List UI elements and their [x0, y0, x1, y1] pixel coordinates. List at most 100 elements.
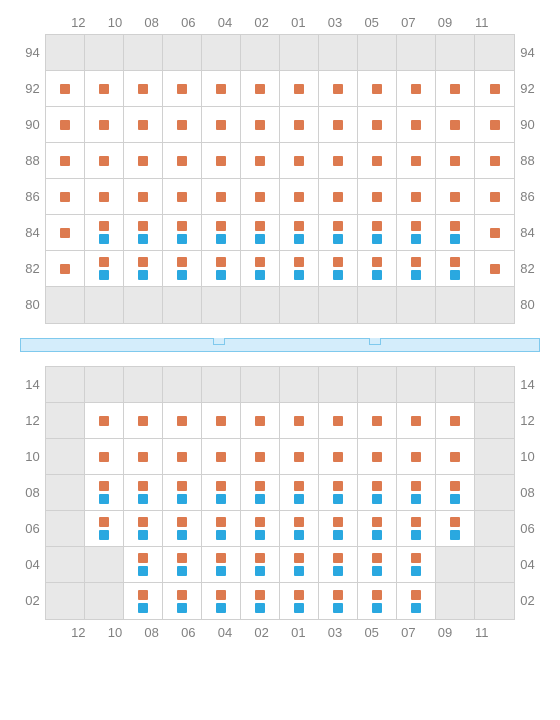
cell-seat[interactable]: [280, 583, 319, 619]
cell-seat[interactable]: [202, 475, 241, 510]
cell-seat[interactable]: [163, 547, 202, 582]
cell-seat[interactable]: [358, 251, 397, 286]
cell-seat[interactable]: [85, 179, 124, 214]
cell-seat[interactable]: [241, 107, 280, 142]
cell-seat[interactable]: [397, 215, 436, 250]
cell-seat[interactable]: [85, 71, 124, 106]
cell-seat[interactable]: [358, 403, 397, 438]
cell-seat[interactable]: [475, 71, 514, 106]
cell-seat[interactable]: [85, 475, 124, 510]
cell-seat[interactable]: [280, 403, 319, 438]
cell-seat[interactable]: [163, 71, 202, 106]
cell-seat[interactable]: [358, 71, 397, 106]
cell-seat[interactable]: [163, 439, 202, 474]
cell-seat[interactable]: [397, 439, 436, 474]
cell-seat[interactable]: [397, 475, 436, 510]
cell-seat[interactable]: [163, 511, 202, 546]
cell-seat[interactable]: [85, 511, 124, 546]
cell-seat[interactable]: [436, 215, 475, 250]
cell-seat[interactable]: [280, 143, 319, 178]
cell-seat[interactable]: [280, 107, 319, 142]
cell-seat[interactable]: [280, 251, 319, 286]
cell-seat[interactable]: [124, 251, 163, 286]
cell-seat[interactable]: [358, 179, 397, 214]
cell-seat[interactable]: [124, 511, 163, 546]
cell-seat[interactable]: [280, 215, 319, 250]
cell-seat[interactable]: [202, 251, 241, 286]
cell-seat[interactable]: [124, 71, 163, 106]
cell-seat[interactable]: [436, 179, 475, 214]
cell-seat[interactable]: [46, 107, 85, 142]
cell-seat[interactable]: [241, 251, 280, 286]
cell-seat[interactable]: [475, 143, 514, 178]
cell-seat[interactable]: [241, 583, 280, 619]
cell-seat[interactable]: [397, 143, 436, 178]
cell-seat[interactable]: [475, 179, 514, 214]
cell-seat[interactable]: [319, 583, 358, 619]
cell-seat[interactable]: [163, 215, 202, 250]
cell-seat[interactable]: [202, 179, 241, 214]
cell-seat[interactable]: [85, 439, 124, 474]
cell-seat[interactable]: [163, 403, 202, 438]
cell-seat[interactable]: [124, 215, 163, 250]
cell-seat[interactable]: [319, 215, 358, 250]
cell-seat[interactable]: [124, 403, 163, 438]
cell-seat[interactable]: [85, 107, 124, 142]
cell-seat[interactable]: [475, 215, 514, 250]
cell-seat[interactable]: [124, 547, 163, 582]
cell-seat[interactable]: [319, 439, 358, 474]
cell-seat[interactable]: [124, 475, 163, 510]
cell-seat[interactable]: [319, 511, 358, 546]
cell-seat[interactable]: [241, 215, 280, 250]
cell-seat[interactable]: [436, 143, 475, 178]
cell-seat[interactable]: [163, 107, 202, 142]
cell-seat[interactable]: [241, 475, 280, 510]
cell-seat[interactable]: [241, 143, 280, 178]
cell-seat[interactable]: [280, 511, 319, 546]
cell-seat[interactable]: [241, 547, 280, 582]
cell-seat[interactable]: [202, 403, 241, 438]
cell-seat[interactable]: [241, 439, 280, 474]
cell-seat[interactable]: [280, 71, 319, 106]
cell-seat[interactable]: [202, 547, 241, 582]
cell-seat[interactable]: [319, 547, 358, 582]
cell-seat[interactable]: [124, 107, 163, 142]
cell-seat[interactable]: [85, 215, 124, 250]
cell-seat[interactable]: [319, 475, 358, 510]
cell-seat[interactable]: [397, 403, 436, 438]
cell-seat[interactable]: [358, 215, 397, 250]
cell-seat[interactable]: [124, 439, 163, 474]
cell-seat[interactable]: [358, 107, 397, 142]
cell-seat[interactable]: [163, 251, 202, 286]
cell-seat[interactable]: [46, 251, 85, 286]
cell-seat[interactable]: [163, 179, 202, 214]
cell-seat[interactable]: [358, 439, 397, 474]
cell-seat[interactable]: [241, 179, 280, 214]
cell-seat[interactable]: [85, 143, 124, 178]
cell-seat[interactable]: [319, 143, 358, 178]
cell-seat[interactable]: [163, 583, 202, 619]
cell-seat[interactable]: [280, 547, 319, 582]
cell-seat[interactable]: [124, 583, 163, 619]
cell-seat[interactable]: [358, 511, 397, 546]
cell-seat[interactable]: [46, 179, 85, 214]
cell-seat[interactable]: [397, 583, 436, 619]
cell-seat[interactable]: [397, 107, 436, 142]
cell-seat[interactable]: [280, 179, 319, 214]
cell-seat[interactable]: [280, 475, 319, 510]
cell-seat[interactable]: [358, 475, 397, 510]
cell-seat[interactable]: [397, 179, 436, 214]
cell-seat[interactable]: [397, 511, 436, 546]
cell-seat[interactable]: [475, 107, 514, 142]
cell-seat[interactable]: [46, 71, 85, 106]
cell-seat[interactable]: [319, 403, 358, 438]
cell-seat[interactable]: [319, 107, 358, 142]
cell-seat[interactable]: [436, 251, 475, 286]
cell-seat[interactable]: [202, 143, 241, 178]
cell-seat[interactable]: [85, 403, 124, 438]
cell-seat[interactable]: [319, 179, 358, 214]
cell-seat[interactable]: [397, 251, 436, 286]
cell-seat[interactable]: [202, 583, 241, 619]
cell-seat[interactable]: [436, 511, 475, 546]
cell-seat[interactable]: [436, 475, 475, 510]
